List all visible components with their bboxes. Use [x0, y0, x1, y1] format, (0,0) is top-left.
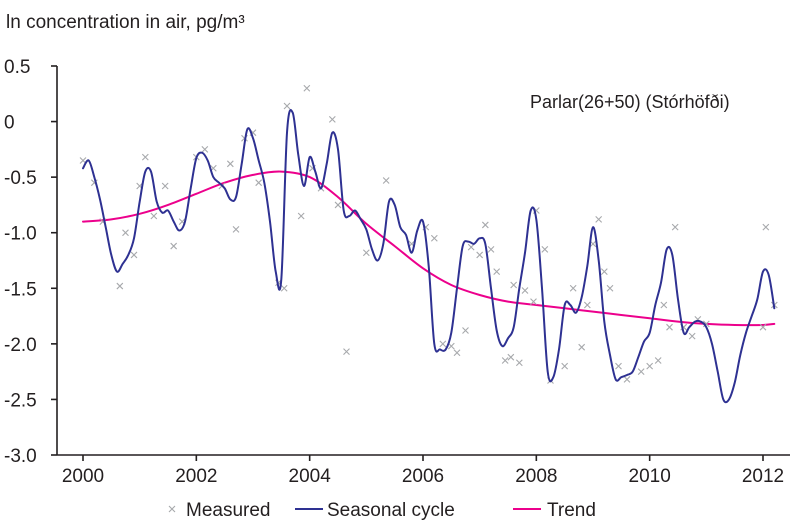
measured-point — [150, 212, 158, 220]
legend-seasonal-label: Seasonal cycle — [327, 500, 455, 521]
measured-point — [578, 343, 586, 351]
x-tick-label: 2006 — [402, 466, 444, 487]
measured-point — [201, 145, 209, 153]
measured-point — [510, 281, 518, 289]
measured-point — [561, 362, 569, 370]
measured-point — [467, 243, 475, 251]
legend-measured-marker — [168, 505, 176, 513]
scatter-layer — [79, 84, 778, 384]
measured-point — [462, 327, 469, 334]
y-axis-title: ln concentration in air, pg/m³ — [6, 12, 245, 33]
measured-point — [439, 340, 447, 348]
x-tick-label: 2002 — [175, 466, 217, 487]
y-tick-label: -1.0 — [4, 224, 37, 245]
measured-point — [130, 251, 138, 259]
measured-point — [226, 160, 234, 168]
measured-point — [600, 268, 608, 276]
measured-point — [283, 102, 291, 110]
measured-point — [759, 323, 767, 331]
y-tick-label: 0.5 — [4, 57, 30, 78]
measured-point — [515, 359, 523, 367]
measured-point — [487, 245, 495, 253]
measured-point — [637, 368, 645, 376]
measured-point — [362, 249, 370, 257]
measured-point — [615, 362, 622, 370]
measured-point — [654, 357, 662, 364]
measured-point — [507, 353, 515, 361]
measured-point — [232, 225, 240, 233]
measured-point — [122, 229, 129, 237]
x-tick-label: 2010 — [629, 466, 671, 487]
measured-point — [671, 223, 679, 231]
measured-point — [688, 332, 696, 340]
measured-point — [280, 284, 288, 292]
measured-point — [328, 115, 336, 123]
x-tick-label: 2000 — [62, 466, 104, 487]
measured-point — [453, 349, 461, 357]
measured-point — [141, 153, 149, 161]
measured-point — [334, 201, 342, 209]
legend-measured-label: Measured — [186, 500, 271, 521]
measured-point — [493, 268, 501, 276]
y-tick-label: 0 — [4, 113, 15, 134]
axes: 0.5 0 -0.5 -1.0 -1.5 -2.0 -2.5 -3.0 2000 2002 2004… — [4, 57, 790, 487]
seasonal-layer — [82, 109, 776, 404]
measured-point — [666, 323, 673, 331]
y-tick-label: -1.5 — [4, 279, 37, 300]
measured-point — [623, 376, 631, 383]
measured-point — [569, 284, 577, 292]
x-tick-label: 2004 — [289, 466, 332, 487]
measured-point — [501, 357, 509, 364]
legend: Measured Seasonal cycle Trend — [168, 500, 596, 521]
measured-point — [521, 287, 529, 294]
trend-layer — [82, 170, 776, 327]
y-tick-label: -2.0 — [4, 335, 37, 356]
measured-point — [161, 182, 169, 190]
measured-point — [583, 301, 591, 309]
chart-annotation: Parlar(26+50) (Stórhöfði) — [530, 92, 730, 112]
measured-point — [170, 242, 178, 250]
measured-point — [595, 215, 603, 223]
measured-point — [762, 223, 770, 231]
measured-point — [430, 234, 438, 242]
measured-point — [646, 362, 654, 370]
measured-point — [343, 348, 350, 356]
x-tick-label: 2008 — [515, 466, 557, 487]
measured-point — [476, 251, 484, 259]
y-tick-label: -3.0 — [4, 446, 37, 467]
y-tick-label: -2.5 — [4, 390, 37, 411]
seasonal-cycle-line — [82, 109, 776, 404]
measured-point — [297, 212, 305, 220]
measured-point — [382, 177, 390, 184]
x-tick-label: 2012 — [742, 466, 784, 487]
y-tick-label: -0.5 — [4, 168, 37, 189]
measured-point — [530, 298, 537, 306]
trend-line — [82, 170, 776, 327]
measured-point — [541, 245, 549, 253]
measured-point — [660, 301, 668, 309]
legend-trend-label: Trend — [547, 500, 596, 521]
measured-point — [116, 282, 124, 290]
measured-point — [481, 221, 489, 229]
measured-point — [303, 84, 311, 92]
measured-point — [606, 284, 614, 292]
measured-point — [255, 179, 263, 187]
